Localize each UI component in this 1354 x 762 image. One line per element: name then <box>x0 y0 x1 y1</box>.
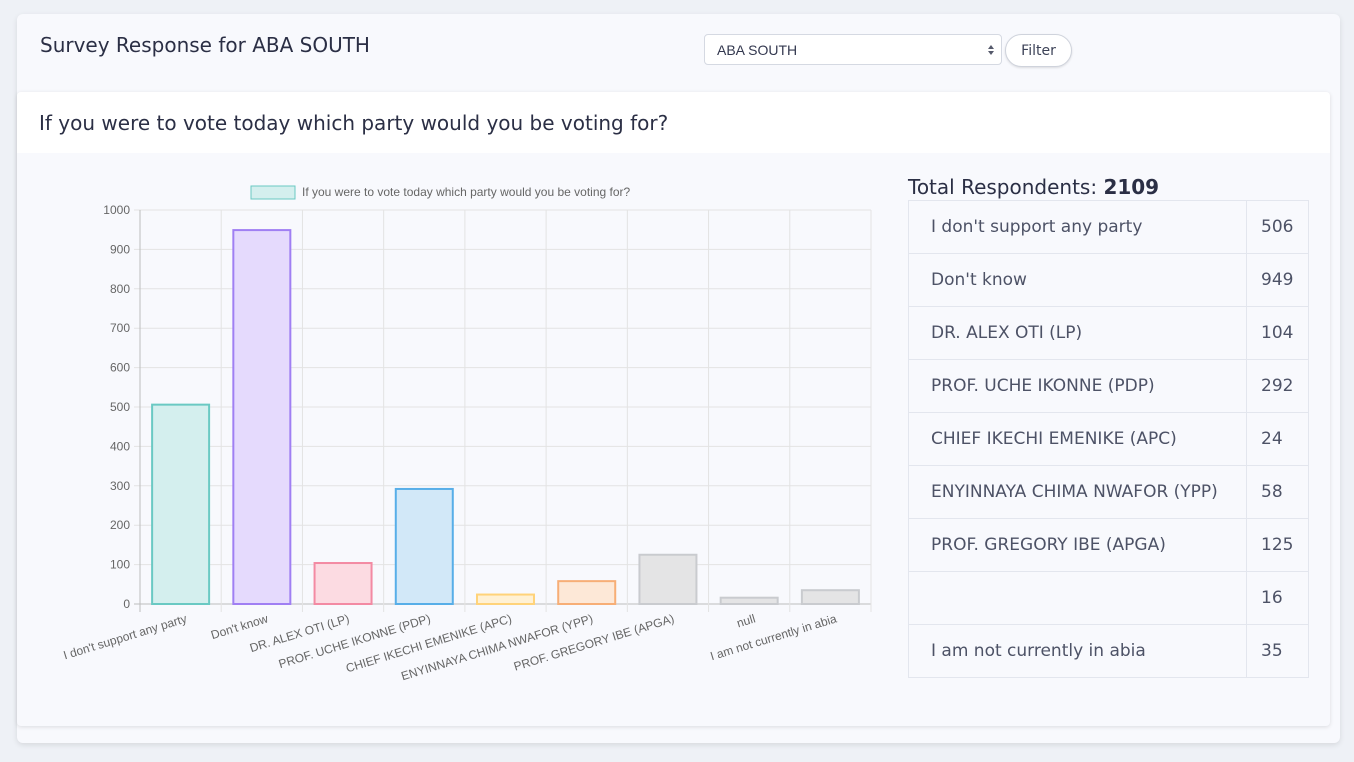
bar <box>638 553 698 605</box>
table-row: DR. ALEX OTI (LP) 104 <box>908 306 1309 360</box>
response-label: ENYINNAYA CHIMA NWAFOR (YPP) <box>908 465 1247 519</box>
total-respondents: Total Respondents: 2109 <box>908 175 1159 199</box>
response-label: CHIEF IKECHI EMENIKE (APC) <box>908 412 1247 466</box>
bar <box>232 229 292 605</box>
bar-chart: If you were to vote today which party wo… <box>62 185 872 683</box>
x-tick-label: I am not currently in abia <box>709 611 839 663</box>
y-tick-label: 700 <box>110 321 130 335</box>
question-card-header: If you were to vote today which party wo… <box>17 92 1330 153</box>
bar <box>394 487 454 605</box>
select-arrows-icon <box>988 45 994 55</box>
total-respondents-label: Total Respondents: <box>908 175 1098 199</box>
y-tick-label: 100 <box>110 558 130 572</box>
legend-swatch <box>250 185 296 200</box>
x-tick-label: null <box>735 611 757 630</box>
lga-select-value: ABA SOUTH <box>717 41 798 58</box>
bar <box>313 562 373 605</box>
x-tick-label: I don't support any party <box>62 611 189 662</box>
response-count: 16 <box>1246 571 1309 625</box>
response-label: PROF. UCHE IKONNE (PDP) <box>908 359 1247 413</box>
table-row: I don't support any party 506 <box>908 200 1309 254</box>
question-title: If you were to vote today which party wo… <box>39 111 669 135</box>
y-tick-label: 0 <box>123 597 130 611</box>
table-row: Don't know 949 <box>908 253 1309 307</box>
response-count: 125 <box>1246 518 1309 572</box>
response-label: DR. ALEX OTI (LP) <box>908 306 1247 360</box>
table-row: ENYINNAYA CHIMA NWAFOR (YPP) 58 <box>908 465 1309 519</box>
lga-select[interactable]: ABA SOUTH <box>704 34 1002 65</box>
response-count: 35 <box>1246 624 1309 678</box>
bar <box>557 580 617 606</box>
response-count: 104 <box>1246 306 1309 360</box>
response-count: 24 <box>1246 412 1309 466</box>
y-tick-label: 400 <box>110 439 130 453</box>
page-title: Survey Response for ABA SOUTH <box>40 33 370 57</box>
responses-table: I don't support any party 506 Don't know 94… <box>908 200 1309 678</box>
response-count: 506 <box>1246 200 1309 254</box>
response-count: 949 <box>1246 253 1309 307</box>
bar <box>151 403 211 605</box>
filter-button[interactable]: Filter <box>1005 34 1072 67</box>
y-tick-label: 200 <box>110 518 130 532</box>
response-label: Don't know <box>908 253 1247 307</box>
y-tick-label: 900 <box>110 242 130 256</box>
response-label <box>908 571 1247 625</box>
bar <box>800 589 860 605</box>
question-card: If you were to vote today which party wo… <box>17 92 1330 726</box>
y-tick-label: 600 <box>110 361 130 375</box>
table-row: I am not currently in abia 35 <box>908 624 1309 678</box>
response-count: 292 <box>1246 359 1309 413</box>
table-row: PROF. UCHE IKONNE (PDP) 292 <box>908 359 1309 413</box>
y-tick-label: 300 <box>110 479 130 493</box>
total-respondents-value: 2109 <box>1103 175 1160 199</box>
y-tick-label: 500 <box>110 400 130 414</box>
bar <box>719 596 779 606</box>
response-label: PROF. GREGORY IBE (APGA) <box>908 518 1247 572</box>
table-row: PROF. GREGORY IBE (APGA) 125 <box>908 518 1309 572</box>
response-label: I don't support any party <box>908 200 1247 254</box>
table-row: CHIEF IKECHI EMENIKE (APC) 24 <box>908 412 1309 466</box>
bar <box>476 593 535 606</box>
legend-label: If you were to vote today which party wo… <box>302 185 631 199</box>
table-row: 16 <box>908 571 1309 625</box>
y-tick-label: 800 <box>110 282 130 296</box>
response-count: 58 <box>1246 465 1309 519</box>
response-label: I am not currently in abia <box>908 624 1247 678</box>
y-tick-label: 1000 <box>103 203 130 217</box>
